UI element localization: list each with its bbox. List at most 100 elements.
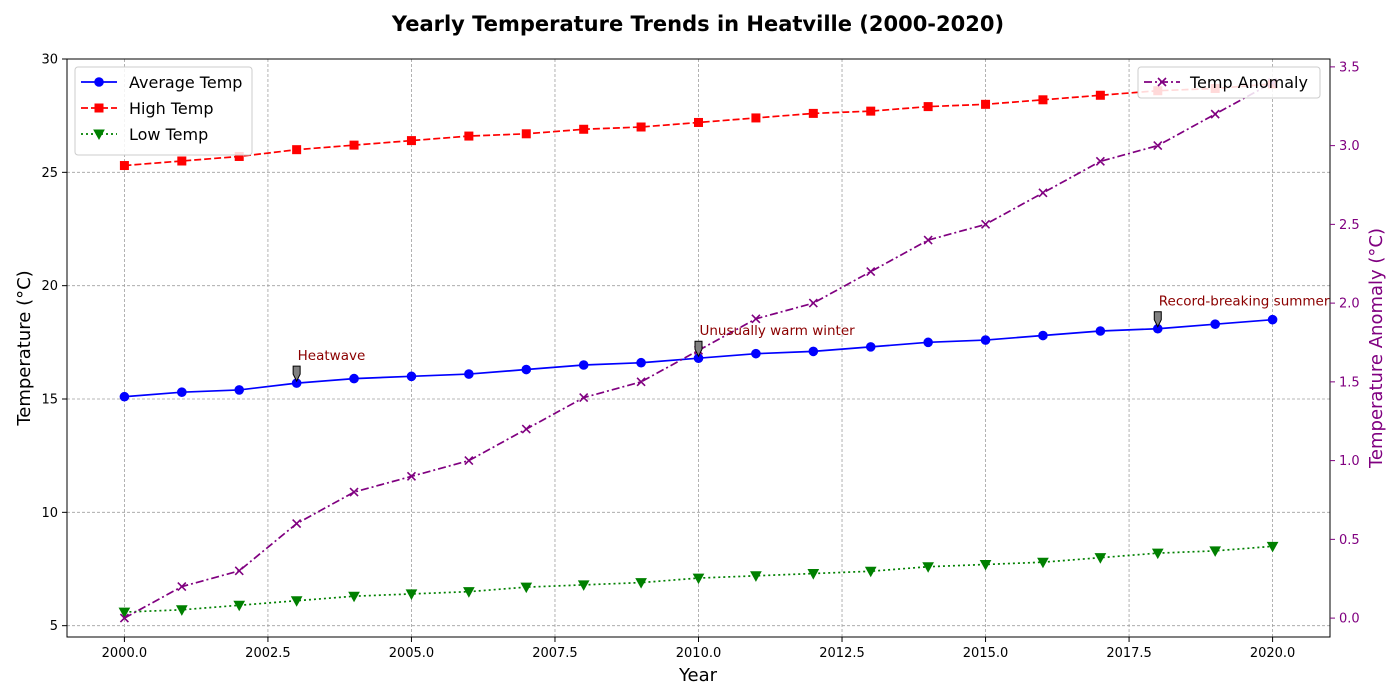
data-point-temp-anomaly xyxy=(866,267,876,277)
data-point-average-temp xyxy=(636,357,646,368)
data-point-high-temp xyxy=(1095,90,1105,100)
y2-tick-label: 3.5 xyxy=(1339,60,1360,75)
data-point-low-temp xyxy=(118,607,131,619)
annotation-heatwave: Heatwave xyxy=(292,348,366,383)
data-point-temp-anomaly xyxy=(464,456,474,466)
data-point-average-temp xyxy=(923,337,933,348)
data-point-high-temp xyxy=(808,108,818,118)
legend-label: Low Temp xyxy=(129,125,208,144)
data-point-average-temp xyxy=(406,371,417,382)
data-point-low-temp xyxy=(1209,546,1222,557)
data-point-high-temp xyxy=(177,156,187,166)
y-tick-label: 30 xyxy=(41,53,58,68)
data-point-low-temp xyxy=(864,566,877,578)
data-point-temp-anomaly xyxy=(636,377,646,387)
data-point-temp-anomaly xyxy=(980,219,991,229)
data-point-high-temp xyxy=(464,131,474,141)
legend-label: Average Temp xyxy=(129,73,242,92)
x-tick-label: 2000.0 xyxy=(102,646,148,661)
y2-tick-label: 0.0 xyxy=(1339,612,1360,627)
data-point-low-temp xyxy=(233,600,246,612)
annotation-record-breaking-summer: Record-breaking summer xyxy=(1153,294,1330,328)
series-layer xyxy=(118,78,1279,623)
data-point-low-temp xyxy=(290,596,303,607)
legend-item-high-temp: High Temp xyxy=(81,99,214,118)
legend-left: Average Temp High Temp Low Temp xyxy=(74,66,253,156)
data-point-temp-anomaly xyxy=(292,519,302,529)
data-point-high-temp xyxy=(406,136,416,146)
legend-box xyxy=(74,66,253,156)
legend-label: Temp Anomaly xyxy=(1189,73,1308,92)
data-point-average-temp xyxy=(119,391,130,402)
data-point-temp-anomaly xyxy=(751,314,761,324)
data-point-average-temp xyxy=(980,335,991,345)
legend-item-temp-anomaly: Temp Anomaly xyxy=(1144,73,1308,92)
data-point-average-temp xyxy=(1210,319,1220,330)
y-axis-label: Temperature (°C) xyxy=(14,270,35,426)
data-point-high-temp xyxy=(292,145,302,155)
data-point-average-temp xyxy=(751,348,761,359)
y2-axis-label: Temperature Anomaly (°C) xyxy=(1366,228,1387,469)
chart-title: Yearly Temperature Trends in Heatville (… xyxy=(391,12,1004,36)
data-point-average-temp xyxy=(808,346,819,357)
y2-tick-label: 1.0 xyxy=(1339,454,1360,469)
data-point-temp-anomaly xyxy=(177,582,187,592)
y2-tick-label: 1.5 xyxy=(1339,375,1360,390)
annotation-arrow xyxy=(292,365,301,383)
data-point-low-temp xyxy=(750,571,762,582)
data-point-average-temp xyxy=(578,360,589,370)
data-point-low-temp xyxy=(577,580,590,591)
data-point-high-temp xyxy=(1038,95,1048,105)
legend-marker-high-temp xyxy=(94,103,104,113)
data-point-low-temp xyxy=(405,589,418,600)
data-point-temp-anomaly xyxy=(579,393,589,403)
data-point-temp-anomaly xyxy=(1153,141,1163,151)
data-point-high-temp xyxy=(349,140,359,150)
data-point-average-temp xyxy=(1267,314,1278,325)
x-tick-label: 2010.0 xyxy=(676,646,722,661)
data-point-low-temp xyxy=(463,587,475,598)
data-point-temp-anomaly xyxy=(521,424,531,434)
annotation-arrow xyxy=(694,340,703,358)
legend-right: Temp Anomaly xyxy=(1137,66,1321,99)
x-tick-label: 2017.5 xyxy=(1106,646,1152,661)
series-average-temp xyxy=(119,314,1278,402)
data-point-low-temp xyxy=(1094,553,1107,564)
data-point-low-temp xyxy=(175,605,188,616)
legend-marker-temp-anomaly xyxy=(1157,77,1167,87)
data-point-high-temp xyxy=(923,102,933,112)
y-tick-label: 20 xyxy=(41,279,58,294)
y2-tick-label: 3.0 xyxy=(1339,139,1360,154)
x-tick-label: 2015.0 xyxy=(963,646,1009,661)
data-point-low-temp xyxy=(922,562,934,573)
data-point-average-temp xyxy=(1095,326,1106,336)
annotation-text: Record-breaking summer xyxy=(1159,294,1330,310)
legend-item-average-temp: Average Temp xyxy=(81,73,242,92)
annotations: Heatwave Unusually warm winter Record-brea… xyxy=(292,294,1330,383)
data-point-low-temp xyxy=(1037,557,1049,569)
data-point-high-temp xyxy=(521,129,531,139)
legends: Average Temp High Temp Low Temp Temp Anomal… xyxy=(74,66,1321,156)
data-point-low-temp xyxy=(520,582,533,594)
x-axis-label: Year xyxy=(678,665,718,686)
legend-item-low-temp: Low Temp xyxy=(81,125,208,144)
annotation-unusually-warm-winter: Unusually warm winter xyxy=(694,323,855,358)
data-point-temp-anomaly xyxy=(923,235,933,245)
data-point-temp-anomaly xyxy=(349,487,359,497)
data-point-average-temp xyxy=(1038,330,1048,341)
annotation-text: Heatwave xyxy=(298,348,366,364)
data-point-high-temp xyxy=(866,106,876,116)
y2-tick-label: 2.5 xyxy=(1339,218,1360,233)
data-point-temp-anomaly xyxy=(1095,156,1105,166)
legend-label: High Temp xyxy=(129,99,214,118)
data-point-high-temp xyxy=(981,99,991,109)
data-point-low-temp xyxy=(1151,548,1164,560)
data-point-low-temp xyxy=(807,569,820,580)
legend-marker-low-temp xyxy=(93,129,105,141)
grid xyxy=(67,58,1330,637)
annotation-arrow xyxy=(1153,311,1162,328)
data-point-high-temp xyxy=(579,124,589,134)
data-point-low-temp xyxy=(1266,541,1279,553)
y-tick-label: 5 xyxy=(50,619,58,634)
data-point-temp-anomaly xyxy=(808,298,818,308)
